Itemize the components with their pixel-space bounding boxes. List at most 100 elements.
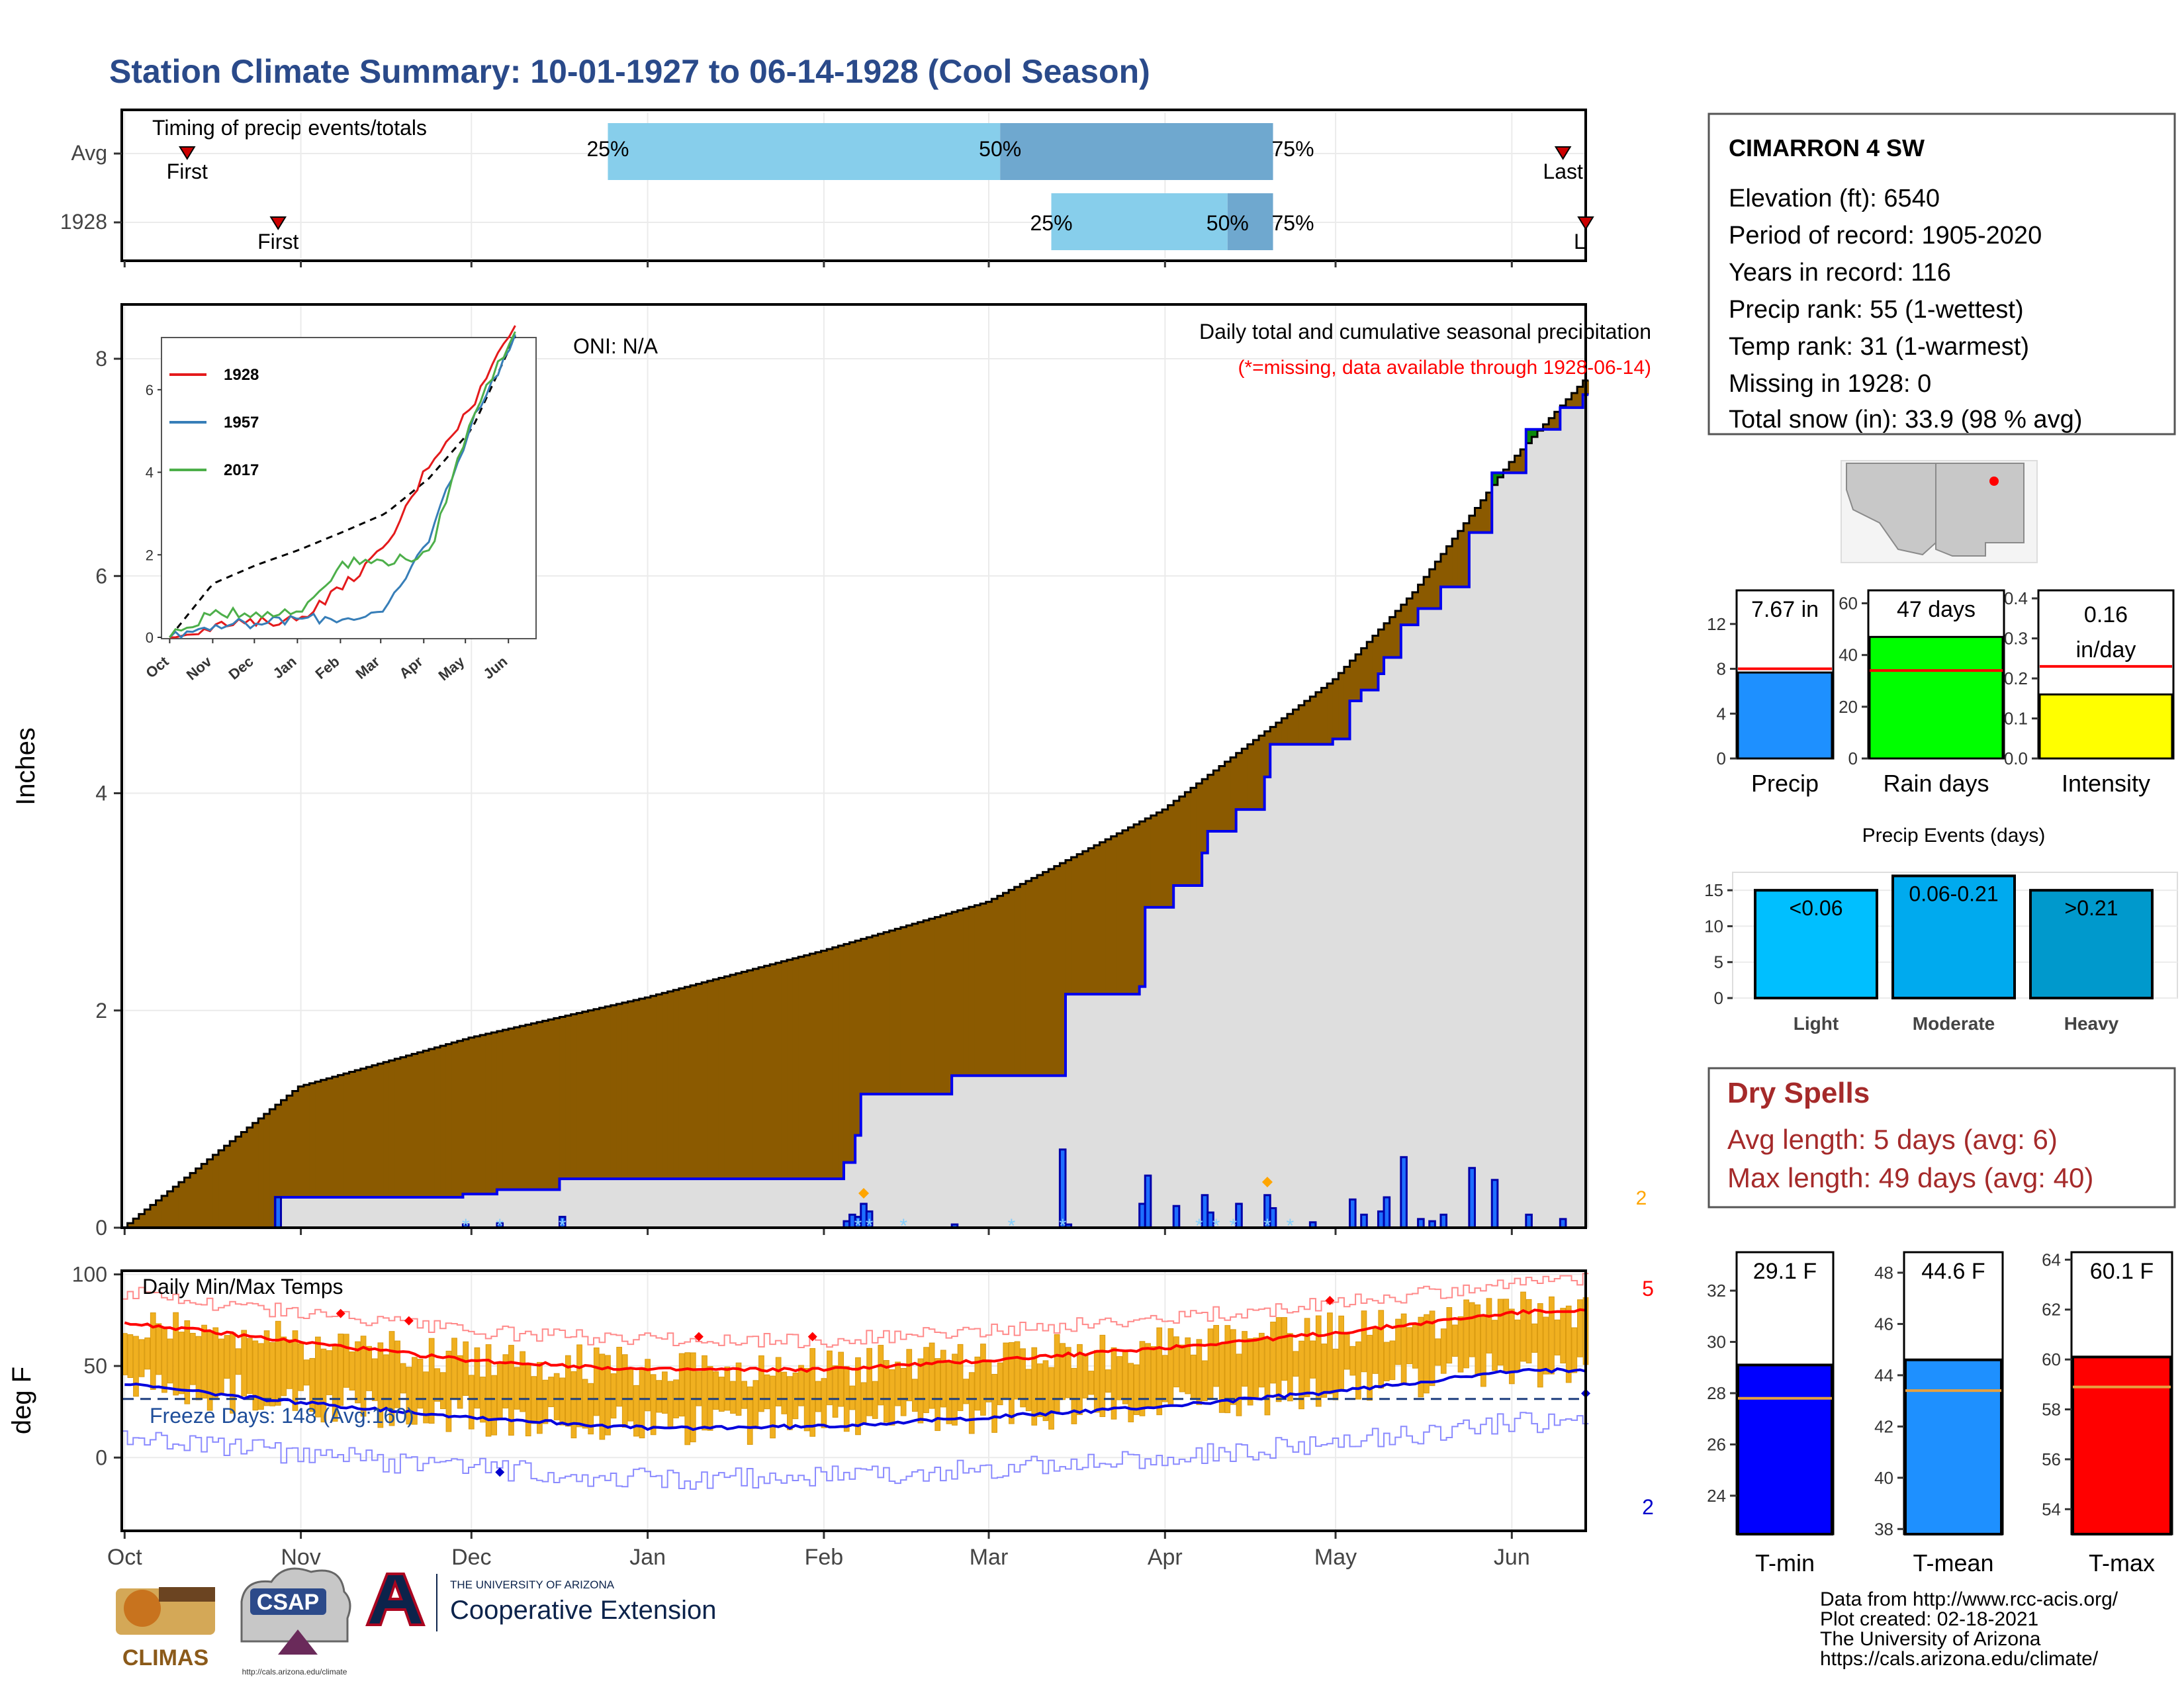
daily-temp-bar [309,1357,316,1412]
deficit-column [377,1064,384,1198]
deficit-column [1389,617,1396,658]
footer-line: https://cals.arizona.edu/climate/ [1820,1648,2099,1670]
daily-temp-bar [798,1365,804,1406]
deficit-column [138,1214,145,1228]
daily-temp-bar [417,1359,424,1409]
daily-temp-bar [599,1353,606,1440]
observed-cumulative-area [122,394,1589,1228]
precip-y-tick-label: 6 [95,564,107,588]
deficit-column [1025,881,1032,1076]
deficit-column [917,922,924,1095]
daily-temp-bar [1116,1356,1122,1400]
daily-temp-bar [803,1367,810,1432]
deficit-column [1242,749,1248,810]
deficit-column [440,1046,447,1198]
csap-mountain [278,1629,318,1655]
summary-y-tick-label: 20 [1839,697,1858,717]
deficit-column [1224,761,1231,831]
deficit-column [1259,735,1265,810]
deficit-column [360,1068,367,1198]
temp-bar-y-tick-label: 60 [2042,1349,2061,1369]
daily-temp-bar [190,1332,196,1385]
deficit-column [621,1002,629,1179]
temp-bar-label: T-max [2089,1549,2155,1577]
timing-q25-label: 25% [586,137,629,161]
daily-temp-bar [991,1373,997,1433]
deficit-column [809,954,816,1179]
daily-temp-bar [1287,1333,1293,1402]
csap-badge [250,1588,326,1615]
deficit-column [1196,783,1203,886]
precip-event-bar-heavy [2029,889,2154,999]
deficit-column [1406,598,1413,625]
csap-wordmark: CSAP [257,1590,319,1615]
daily-temp-bar [884,1360,889,1423]
station-location-dot [1989,477,1999,486]
deficit-column [645,997,651,1179]
deficit-column [1520,449,1527,473]
deficit-column [173,1187,179,1228]
deficit-column [428,1049,435,1198]
daily-temp-bar [1128,1363,1134,1422]
daily-temp-bar [394,1340,400,1408]
daily-temp-bar [1560,1308,1567,1364]
freeze-days-label: Freeze Days: 148 (Avg:160) [150,1404,414,1428]
deficit-column [1367,641,1373,690]
deficit-column [1167,805,1174,907]
deficit-column [616,1003,623,1179]
temp-y-label: deg F [7,1367,36,1434]
daily-temp-bar [1520,1291,1526,1362]
deficit-column [678,988,686,1179]
deficit-column [1207,774,1214,831]
snow-marker: * [1059,1215,1067,1237]
timing-q25-q50-bar [608,123,1001,180]
daily-temp-bar [485,1344,492,1437]
temp-bar-value: 44.6 F [1921,1259,1985,1284]
ua-small-text: THE UNIVERSITY OF ARIZONA [450,1578,615,1591]
deficit-column [827,948,833,1179]
deficit-column [309,1083,316,1198]
deficit-column [832,947,839,1179]
deficit-column [246,1127,253,1228]
temp-x-tick-label: Jan [629,1545,666,1570]
daily-temp-bar [827,1350,833,1406]
deficit-column [1048,869,1055,1076]
daily-temp-bar [1185,1337,1191,1394]
daily-temp-bar [514,1367,520,1410]
deficit-column [633,999,640,1179]
summary-bar-precip [1737,671,1833,760]
last-event-marker [1577,216,1594,230]
average-cumulative-line [122,379,1589,1229]
climas-sun [124,1590,161,1627]
deficit-column [457,1040,464,1198]
summary-y-tick-label: 0 [1848,749,1858,768]
temp-bar-y-tick-label: 40 [1874,1468,1893,1488]
temp-x-tick-label: Dec [451,1545,491,1570]
snow-marker: * [1286,1215,1294,1237]
footer-line: Plot created: 02-18-2021 [1820,1608,2038,1630]
events-y-tick-label: 10 [1704,916,1723,936]
record-low-marker [495,1467,505,1477]
deficit-column [469,1037,475,1195]
summary-bar-label: Intensity [2062,770,2150,797]
daily-temp-bar [1469,1302,1475,1357]
daily-precip-bar [1172,1205,1181,1229]
daily-temp-bar [968,1372,975,1434]
precip-event-category: Heavy [2064,1013,2119,1034]
deficit-column [923,920,930,1095]
summary-y-tick-label: 0.1 [2004,709,2028,729]
daily-temp-bar [1025,1369,1032,1412]
deficit-column [1031,878,1038,1076]
daily-temp-bar [911,1379,918,1412]
daily-temp-bar [1213,1325,1219,1387]
deficit-column [1134,824,1140,995]
deficit-column [718,978,725,1179]
daily-temp-bar [559,1377,566,1426]
daily-temp-bar [576,1344,582,1428]
deficit-column [815,952,822,1179]
deficit-column [730,974,737,1179]
daily-temp-bar [582,1379,588,1429]
daily-temp-bar [537,1361,543,1434]
